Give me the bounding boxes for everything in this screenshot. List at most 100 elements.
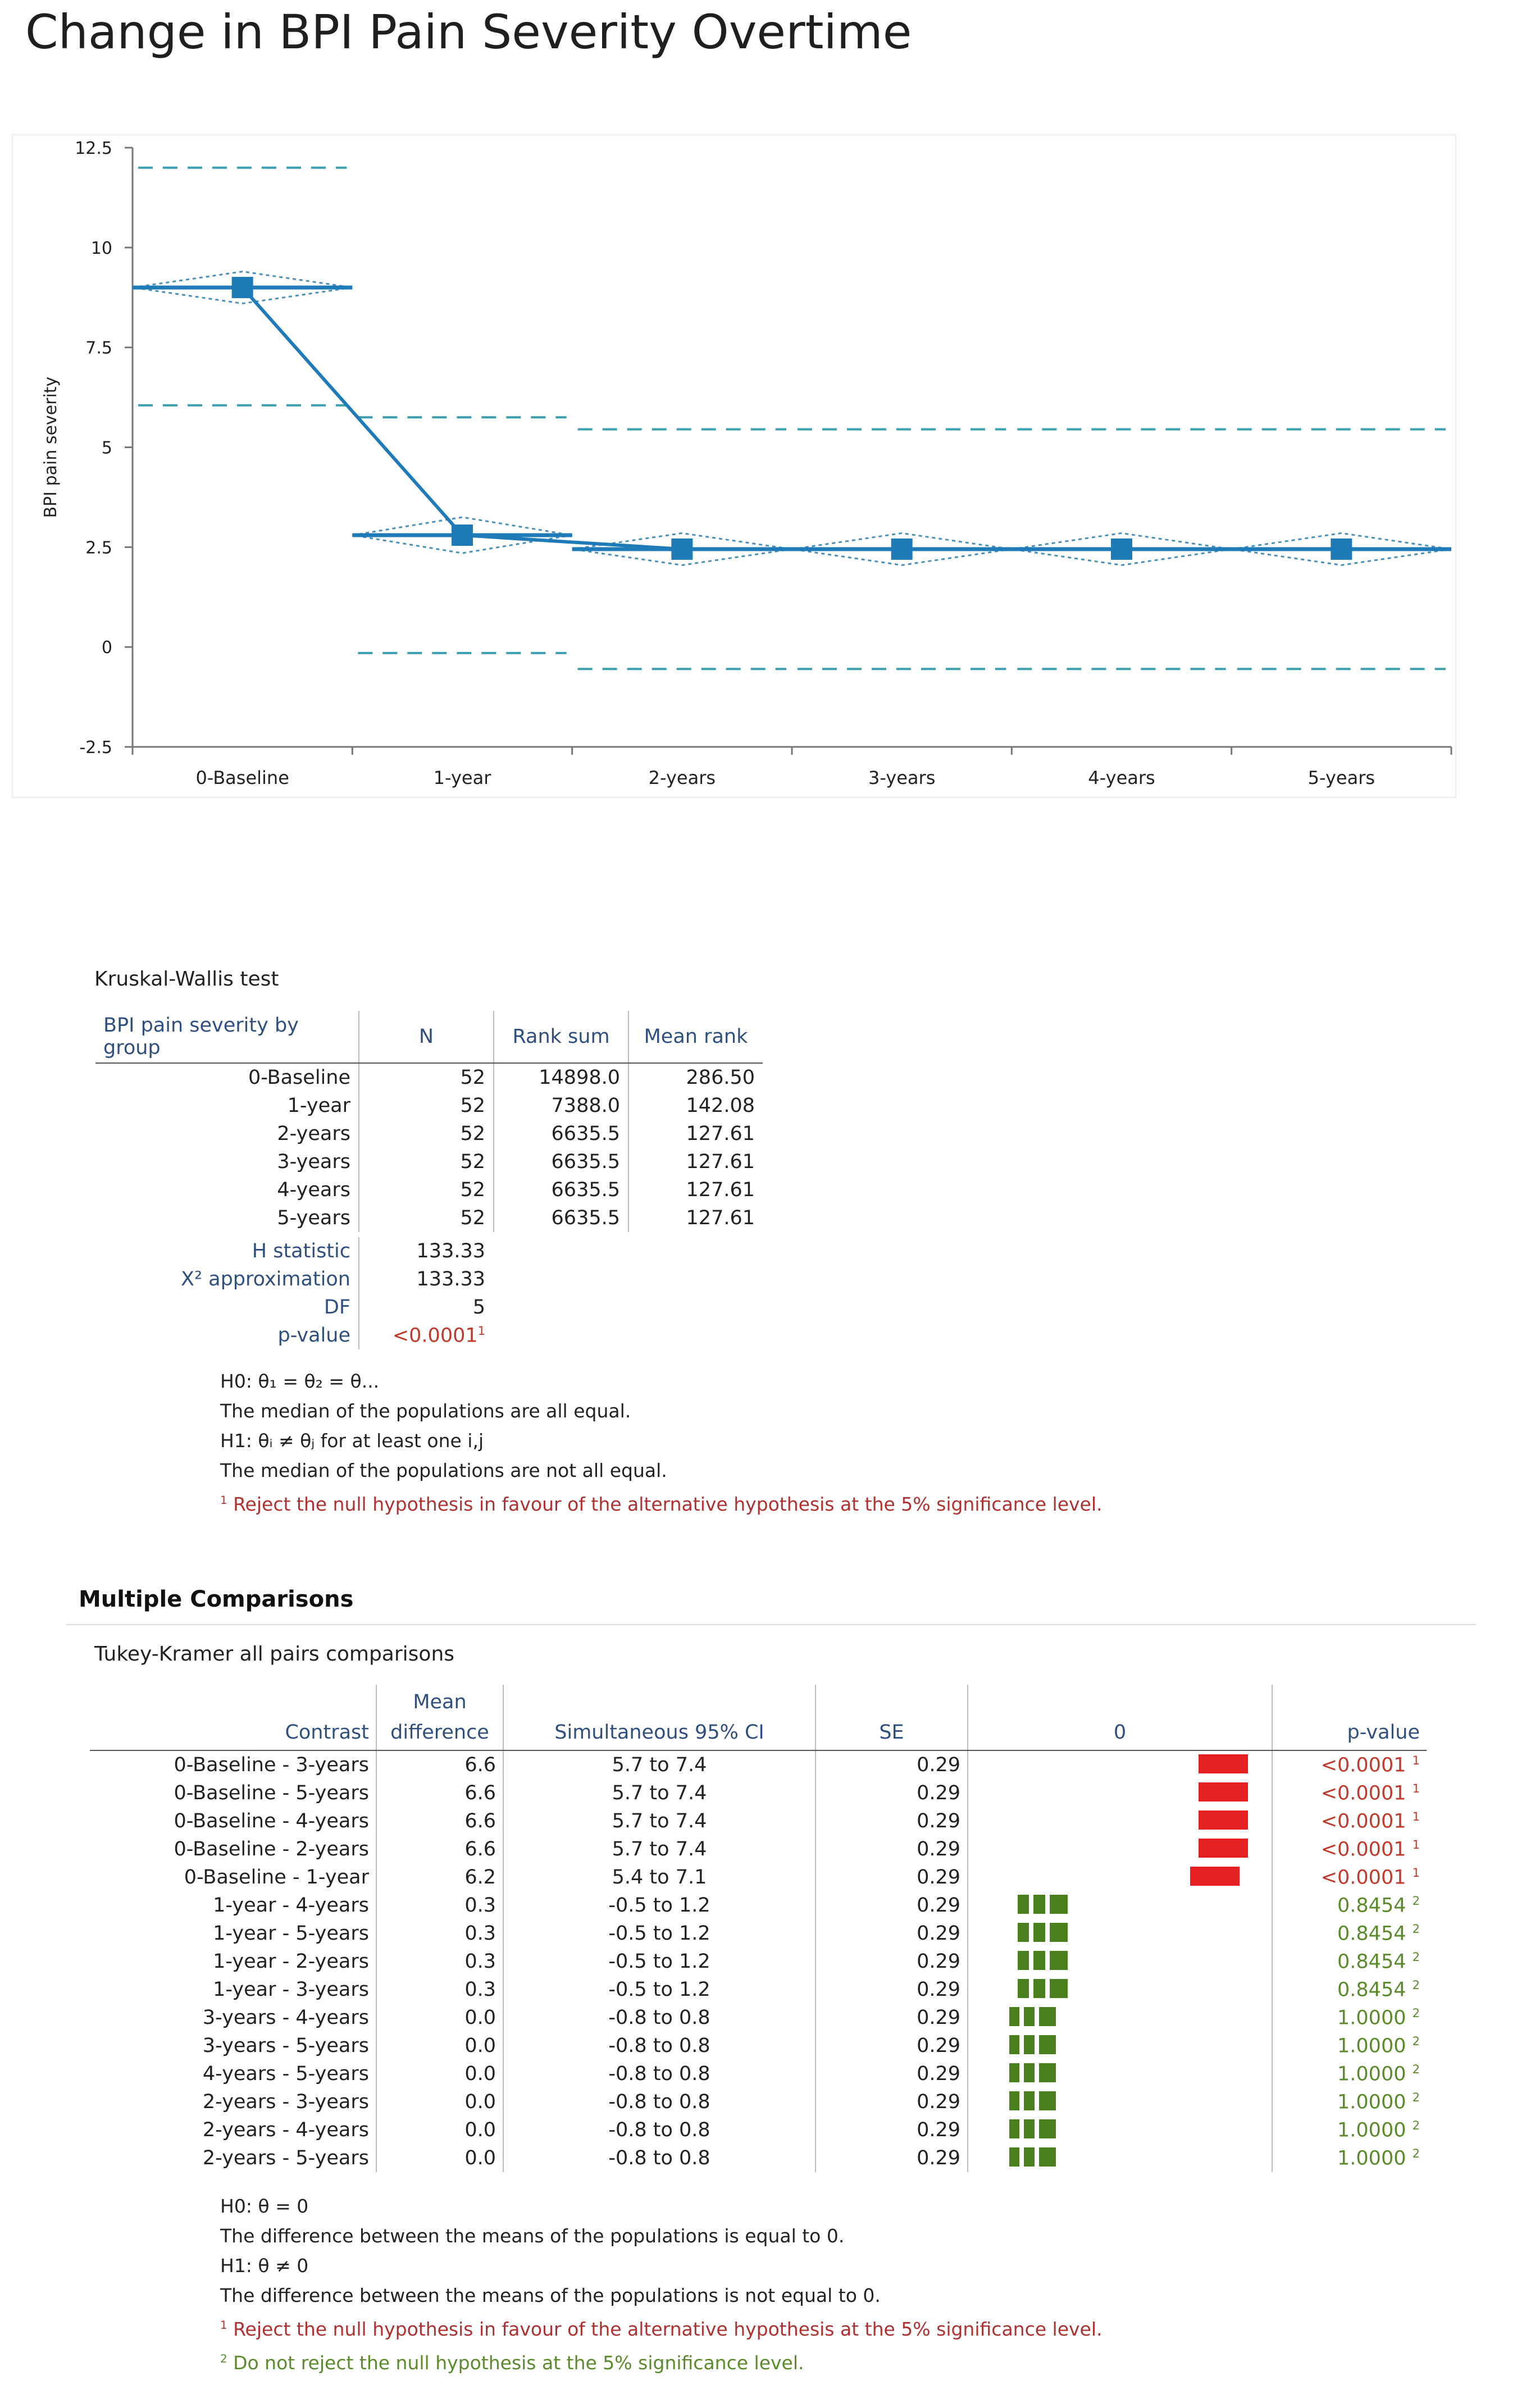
mc-p-footnote-mark: 2 (1412, 2146, 1420, 2160)
mean-point (1331, 538, 1352, 560)
kruskal-table: BPI pain severity by group N Rank sum Me… (95, 1011, 763, 1232)
mc-p-value: 1.0000 (1337, 2091, 1406, 2114)
mc-mean-difference: 6.6 (376, 1835, 504, 1863)
mc-ci-bar-gap (1035, 2007, 1040, 2026)
mc-p-value-cell: <0.0001 1 (1272, 1863, 1427, 1891)
mc-ci-bar-gap (1045, 1951, 1050, 1970)
mc-ci-bar (1018, 1979, 1068, 1998)
mc-mean-difference: 6.6 (376, 1779, 504, 1807)
y-tick-label: 2.5 (85, 538, 112, 558)
y-axis-title: BPI pain severity (41, 377, 61, 518)
mc-ci-bar-gap (1019, 2147, 1024, 2167)
mc-se: 0.29 (816, 2144, 968, 2172)
mean-line (241, 286, 1342, 551)
mc-ci: 5.4 to 7.1 (503, 1863, 816, 1891)
page-title: Change in BPI Pain Severity Overtime (25, 4, 912, 60)
mc-p-value: <0.0001 (1320, 1810, 1406, 1833)
kw-group: 3-years (95, 1148, 359, 1176)
mc-ci-bar (1009, 2007, 1056, 2026)
mc-note: H0: θ = 0 (220, 2195, 309, 2217)
x-tick-label: 1-year (434, 767, 492, 788)
mc-ci: 5.7 to 7.4 (503, 1779, 816, 1807)
kw-mean-rank: 286.50 (686, 1066, 755, 1089)
mc-p-footnote-mark: 1 (1412, 1809, 1420, 1823)
mc-ci: -0.5 to 1.2 (503, 1948, 816, 1976)
mc-mean-difference: 0.0 (376, 2116, 504, 2144)
multiple-notes: H0: θ = 0 The difference between the mea… (220, 2191, 1102, 2378)
mc-ci-bar-gap (1019, 2035, 1024, 2054)
mc-p-value-cell: <0.0001 1 (1272, 1779, 1427, 1807)
mc-ci-bar-gap (1035, 2035, 1040, 2054)
kw-rank-sum: 6635.5 (494, 1120, 629, 1148)
mc-row: 2-years - 3-years 0.0 -0.8 to 0.8 0.29 1.000… (90, 2088, 1427, 2116)
confidence-diamonds (132, 270, 1452, 566)
kw-p-value: <0.0001 (392, 1324, 478, 1347)
mc-p-value-cell: 1.0000 2 (1272, 2144, 1427, 2172)
kw-group: 4-years (95, 1176, 359, 1204)
kw-row: 3-years 52 6635.5 127.61 (95, 1148, 763, 1176)
mc-row: 1-year - 2-years 0.3 -0.5 to 1.2 0.29 0.8454… (90, 1948, 1427, 1976)
kw-stat-label: H statistic (95, 1237, 359, 1265)
kw-p-footnote-mark: 1 (477, 1324, 485, 1338)
mc-p-value: 1.0000 (1337, 2006, 1406, 2030)
mc-ci: 5.7 to 7.4 (503, 1835, 816, 1863)
mc-ci-plot-cell (968, 1750, 1273, 1779)
mc-se: 0.29 (816, 2116, 968, 2144)
mc-se: 0.29 (816, 1891, 968, 1919)
mc-ci: -0.5 to 1.2 (503, 1976, 816, 2004)
mc-footnote-green-text: Do not reject the null hypothesis at the… (233, 2352, 804, 2374)
mc-p-value: 1.0000 (1337, 2035, 1406, 2058)
mc-header-ci: Simultaneous 95% CI (503, 1685, 816, 1751)
mc-contrast: 1-year - 2-years (90, 1948, 377, 1976)
mc-header-mean-difference: Mean difference (376, 1685, 504, 1751)
mc-se: 0.29 (816, 1807, 968, 1835)
mc-row: 0-Baseline - 3-years 6.6 5.7 to 7.4 0.29 <0.… (90, 1750, 1427, 1779)
mc-contrast: 0-Baseline - 4-years (90, 1807, 377, 1835)
mc-p-value-cell: <0.0001 1 (1272, 1807, 1427, 1835)
mc-se: 0.29 (816, 2060, 968, 2088)
mc-p-value-cell: 1.0000 2 (1272, 2032, 1427, 2060)
mc-ci-bar (1009, 2147, 1056, 2167)
mc-ci-bar-gap (1019, 2119, 1024, 2138)
mean-point (1111, 538, 1132, 560)
mc-p-value: 0.8454 (1337, 1922, 1406, 1945)
kw-mean-rank: 142.08 (686, 1094, 755, 1117)
kw-n: 52 (359, 1204, 494, 1232)
mc-ci-plot-cell (968, 1948, 1273, 1976)
mc-ci-bar (1009, 2119, 1056, 2138)
kw-mean-rank: 127.61 (686, 1207, 755, 1229)
mc-contrast: 0-Baseline - 3-years (90, 1750, 377, 1779)
section-divider (66, 1624, 1476, 1625)
mc-p-value: <0.0001 (1320, 1754, 1406, 1777)
mc-mean-difference: 6.2 (376, 1863, 504, 1891)
mc-ci-plot-cell (968, 1863, 1273, 1891)
y-tick-label: 0 (102, 638, 112, 658)
mean-point (231, 276, 253, 298)
kw-note: H0: θ₁ = θ₂ = θ... (220, 1370, 380, 1392)
kw-mean-rank: 127.61 (686, 1151, 755, 1173)
mc-row: 1-year - 4-years 0.3 -0.5 to 1.2 0.29 0.8454… (90, 1891, 1427, 1919)
mc-p-value-cell: 0.8454 2 (1272, 1948, 1427, 1976)
mc-ci-plot-cell (968, 2144, 1273, 2172)
mc-ci-plot-cell (968, 1807, 1273, 1835)
kw-n: 52 (359, 1176, 494, 1204)
kw-mean-rank: 127.61 (686, 1179, 755, 1201)
kw-rank-sum: 14898.0 (494, 1063, 629, 1092)
mean-point (671, 538, 693, 560)
kw-row: 0-Baseline 52 14898.0 286.50 (95, 1063, 763, 1092)
x-tick-label: 4-years (1088, 767, 1155, 788)
mc-mean-difference: 0.0 (376, 2144, 504, 2172)
mc-p-value-cell: 0.8454 2 (1272, 1976, 1427, 2004)
mc-se: 0.29 (816, 1779, 968, 1807)
y-tick-label: 10 (91, 239, 112, 258)
mc-se: 0.29 (816, 1863, 968, 1891)
mc-mean-difference: 0.0 (376, 2060, 504, 2088)
mc-se: 0.29 (816, 2032, 968, 2060)
mc-row: 1-year - 5-years 0.3 -0.5 to 1.2 0.29 0.8454… (90, 1919, 1427, 1948)
kw-row: 1-year 52 7388.0 142.08 (95, 1092, 763, 1120)
kw-stat-label: p-value (95, 1321, 359, 1349)
chart-axes (125, 147, 1452, 755)
mc-contrast: 2-years - 3-years (90, 2088, 377, 2116)
mc-ci-bar-gap (1028, 1923, 1033, 1942)
mc-ci-bar-gap (1035, 2091, 1040, 2110)
